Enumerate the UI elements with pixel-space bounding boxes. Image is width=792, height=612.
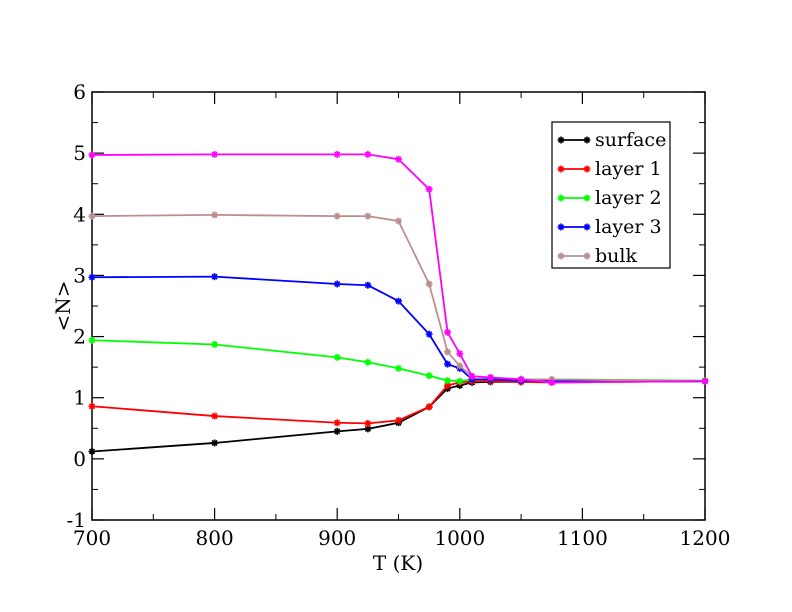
data-point: [211, 151, 218, 158]
legend-marker: [584, 224, 591, 231]
data-point: [364, 151, 371, 158]
x-tick-label: 1100: [557, 526, 608, 550]
series-2: [89, 337, 709, 385]
data-point: [364, 359, 371, 366]
x-axis-label: T (K): [373, 551, 423, 575]
data-point: [548, 379, 555, 386]
data-point: [364, 282, 371, 289]
legend-label: surface: [595, 129, 666, 151]
data-point: [444, 361, 451, 368]
data-point: [211, 211, 218, 218]
data-point: [211, 341, 218, 348]
y-tick-label: 0: [73, 447, 86, 471]
data-point: [89, 274, 96, 281]
data-point: [89, 403, 96, 410]
data-point: [395, 298, 402, 305]
data-point: [444, 377, 451, 384]
data-point: [89, 213, 96, 220]
data-point: [211, 439, 218, 446]
x-tick-label: 900: [318, 526, 356, 550]
data-point: [518, 376, 525, 383]
data-point: [395, 218, 402, 225]
legend-marker: [558, 166, 565, 173]
data-point: [426, 331, 433, 338]
data-point: [89, 151, 96, 158]
legend-marker: [584, 166, 591, 173]
y-tick-label: 6: [73, 80, 86, 104]
legend-marker: [558, 195, 565, 202]
data-point: [702, 378, 709, 385]
legend-label: layer 2: [595, 187, 662, 209]
series-line: [92, 381, 705, 451]
x-tick-label: 1200: [680, 526, 731, 550]
y-tick-label: 5: [73, 141, 86, 165]
data-point: [456, 362, 463, 369]
x-tick-label: 1000: [434, 526, 485, 550]
data-point: [334, 354, 341, 361]
data-point: [89, 448, 96, 455]
y-tick-label: -1: [67, 508, 86, 532]
data-point: [444, 348, 451, 355]
data-point: [426, 186, 433, 193]
y-tick-label: 2: [73, 325, 86, 349]
data-point: [334, 151, 341, 158]
data-point: [334, 419, 341, 426]
data-point: [426, 403, 433, 410]
data-point: [426, 372, 433, 379]
data-point: [469, 373, 476, 380]
legend-marker: [584, 137, 591, 144]
y-tick-label: 4: [73, 202, 86, 226]
data-point: [444, 329, 451, 336]
y-axis-label: <N>: [51, 280, 75, 331]
data-point: [211, 273, 218, 280]
y-tick-label: 1: [73, 386, 86, 410]
legend-label: bulk: [595, 245, 637, 267]
legend-marker: [584, 253, 591, 260]
data-point: [334, 428, 341, 435]
data-point: [211, 413, 218, 420]
x-tick-label: 800: [196, 526, 234, 550]
y-tick-label: 3: [73, 263, 86, 287]
legend-marker: [558, 253, 565, 260]
data-point: [456, 350, 463, 357]
data-point: [334, 213, 341, 220]
legend-marker: [584, 195, 591, 202]
series-0: [89, 378, 709, 455]
legend-label: layer 3: [595, 216, 662, 238]
legend-marker: [558, 137, 565, 144]
data-point: [487, 374, 494, 381]
data-point: [89, 337, 96, 344]
data-point: [364, 420, 371, 427]
series-line: [92, 340, 705, 381]
data-point: [364, 213, 371, 220]
legend-marker: [558, 224, 565, 231]
data-point: [426, 280, 433, 287]
data-point: [395, 417, 402, 424]
data-point: [334, 280, 341, 287]
series-1: [89, 378, 709, 427]
legend-label: layer 1: [595, 158, 662, 180]
legend: surface layer 1 layer 2 layer 3 bulk: [552, 122, 670, 268]
data-point: [395, 156, 402, 163]
data-point: [395, 365, 402, 372]
data-point: [456, 378, 463, 385]
